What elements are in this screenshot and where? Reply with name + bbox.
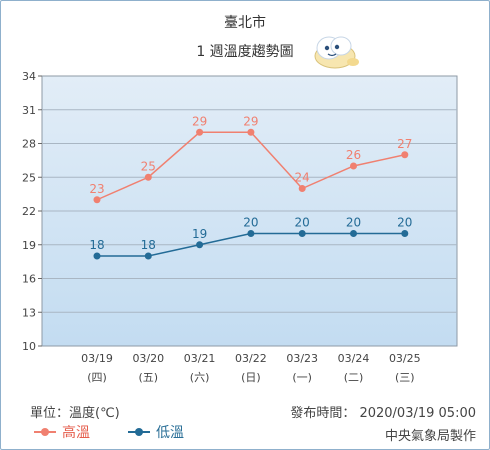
data-point-high	[401, 151, 409, 159]
data-label-high: 29	[192, 114, 207, 128]
x-weekday-label: (二)	[344, 371, 364, 384]
legend-low-label: 低溫	[156, 425, 184, 441]
data-point-high	[196, 128, 204, 136]
data-label-high: 25	[141, 159, 156, 173]
y-tick-label: 10	[22, 340, 36, 353]
data-label-low: 20	[243, 216, 258, 230]
y-tick-label: 34	[22, 70, 36, 83]
data-point-low	[298, 230, 306, 237]
x-tick-label: 03/19	[81, 352, 113, 365]
chart-title: 臺北市	[224, 15, 266, 31]
x-weekday-label: (一)	[292, 371, 312, 384]
x-weekday-label: (三)	[395, 371, 415, 384]
x-weekday-label: (六)	[190, 371, 210, 384]
x-weekday-label: (日)	[241, 371, 261, 384]
y-tick-label: 31	[22, 104, 36, 117]
data-point-low	[401, 230, 409, 237]
x-tick-label: 03/21	[184, 352, 216, 365]
legend-low-marker	[128, 425, 150, 439]
data-label-low: 19	[192, 227, 207, 241]
data-label-high: 29	[243, 114, 258, 128]
chart-subtitle: 1 週溫度趨勢圖	[196, 44, 294, 60]
legend-high-label: 高溫	[62, 425, 90, 441]
data-label-low: 20	[295, 216, 310, 230]
x-weekday-label: (四)	[87, 371, 107, 384]
unit-label: 單位：溫度(℃)	[30, 406, 120, 421]
x-tick-label: 03/23	[286, 352, 318, 365]
legend-high-marker	[34, 425, 56, 439]
data-label-high: 27	[397, 137, 412, 151]
legend-high: 高溫	[34, 423, 90, 441]
data-point-high	[93, 196, 101, 204]
x-tick-label: 03/25	[389, 352, 421, 365]
data-label-low: 18	[89, 238, 104, 252]
y-tick-label: 16	[22, 273, 36, 286]
data-label-low: 18	[141, 238, 156, 252]
data-point-high	[144, 173, 152, 181]
y-tick-label: 22	[22, 205, 36, 218]
data-label-high: 24	[295, 171, 310, 185]
data-point-low	[196, 241, 204, 249]
x-tick-label: 03/20	[132, 352, 164, 365]
data-label-low: 20	[397, 216, 412, 230]
data-point-low	[350, 230, 357, 237]
agency-label: 中央氣象局製作	[384, 429, 476, 444]
mascot-icon	[314, 36, 359, 69]
y-tick-label: 19	[22, 239, 36, 252]
x-weekday-label: (五)	[139, 371, 159, 384]
data-point-high	[350, 162, 357, 170]
data-label-high: 26	[346, 148, 361, 162]
data-point-high	[298, 185, 306, 192]
x-tick-label: 03/22	[235, 352, 267, 365]
x-tick-label: 03/24	[338, 352, 370, 365]
issued-time: 發布時間： 2020/03/19 05:00	[290, 406, 476, 421]
data-point-low	[93, 252, 101, 260]
legend-low: 低溫	[128, 423, 184, 441]
data-label-high: 23	[89, 182, 104, 196]
y-tick-label: 13	[22, 306, 36, 319]
temperature-chart: 10 13 16 19 22 25 28 31 34 03/19 (四) 03/20 (五) 03/21 (…	[22, 70, 458, 384]
y-tick-label: 28	[22, 138, 36, 151]
data-point-low	[144, 252, 152, 260]
data-label-low: 20	[346, 216, 361, 230]
data-point-high	[247, 128, 255, 136]
data-point-low	[247, 230, 255, 237]
y-tick-label: 25	[22, 171, 36, 184]
